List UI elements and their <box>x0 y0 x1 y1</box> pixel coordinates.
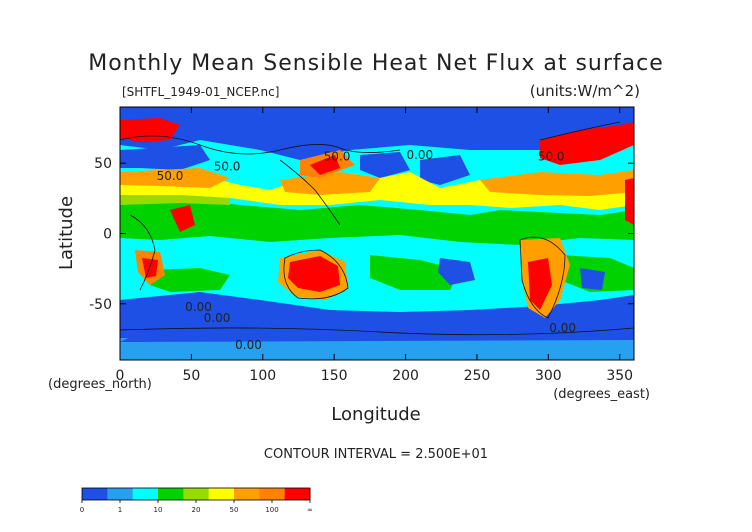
x-tick-label: 250 <box>464 368 491 384</box>
y-tick-label: -50 <box>89 297 112 313</box>
colorbar-label: 20 <box>192 506 201 514</box>
x-tick-label: 150 <box>321 368 348 384</box>
contour-label: 50.0 <box>538 149 565 163</box>
colorbar-swatch <box>107 488 134 500</box>
axis-ticks: 0 50 100 150 200 250 300 350 50 0 -50 <box>89 107 634 384</box>
file-label: [SHTFL_1949-01_NCEP.nc] <box>122 85 279 99</box>
colorbar-swatch <box>158 488 184 500</box>
y-tick-label: 50 <box>94 156 112 172</box>
y-axis-unit: (degrees_north) <box>48 377 152 392</box>
x-axis-label: Longitude <box>331 404 421 425</box>
contour-label: 0.00 <box>204 311 231 325</box>
map-title: Monthly Mean Sensible Heat Net Flux at s… <box>88 51 664 76</box>
units-label: (units:W/m^2) <box>530 82 640 100</box>
colorbar-label: ∞ <box>307 506 313 514</box>
colorbar-swatch <box>234 488 260 500</box>
x-tick-label: 200 <box>392 368 419 384</box>
colorbar-swatch <box>208 488 235 500</box>
contour-label: 50.0 <box>324 149 351 163</box>
colorbar-label: 10 <box>154 506 163 514</box>
colorbar-label: 50 <box>230 506 239 514</box>
colorbar: 0 1 10 20 50 100 ∞ <box>80 487 313 514</box>
x-tick-label: 0 <box>116 368 125 384</box>
contour-label: 0.00 <box>406 148 433 162</box>
x-axis-unit: (degrees_east) <box>553 387 650 402</box>
region-nh-red <box>120 118 180 142</box>
contour-interval: CONTOUR INTERVAL = 2.500E+01 <box>264 447 488 462</box>
x-tick-label: 350 <box>606 368 633 384</box>
y-axis-label: Latitude <box>56 196 77 270</box>
colorbar-label: 100 <box>265 506 278 514</box>
region-tropical-green <box>120 198 634 245</box>
contour-label: 50.0 <box>214 159 241 173</box>
colorbar-swatch <box>259 488 286 500</box>
contour-label: 0.00 <box>185 300 212 314</box>
colorbar-swatch <box>183 488 210 500</box>
y-tick-label: 0 <box>103 227 112 243</box>
map-plot-area <box>120 107 634 360</box>
region-nh-yellow <box>120 170 634 210</box>
x-tick-label: 50 <box>182 368 200 384</box>
contour-labels: 50.050.050.0 50.00.000.000.000.000.00 <box>157 148 576 352</box>
colorbar-label: 1 <box>118 506 122 514</box>
contour-label: 50.0 <box>157 169 184 183</box>
x-tick-label: 100 <box>249 368 276 384</box>
colorbar-swatch <box>284 488 311 500</box>
colorbar-label: 0 <box>80 506 84 514</box>
colorbar-swatch <box>132 488 159 500</box>
x-tick-label: 300 <box>535 368 562 384</box>
coastlines <box>120 121 634 336</box>
contour-label: 0.00 <box>549 321 576 335</box>
region-arctic-low <box>120 107 634 160</box>
colorbar-swatch <box>82 488 108 500</box>
contour-label: 0.00 <box>235 338 262 352</box>
